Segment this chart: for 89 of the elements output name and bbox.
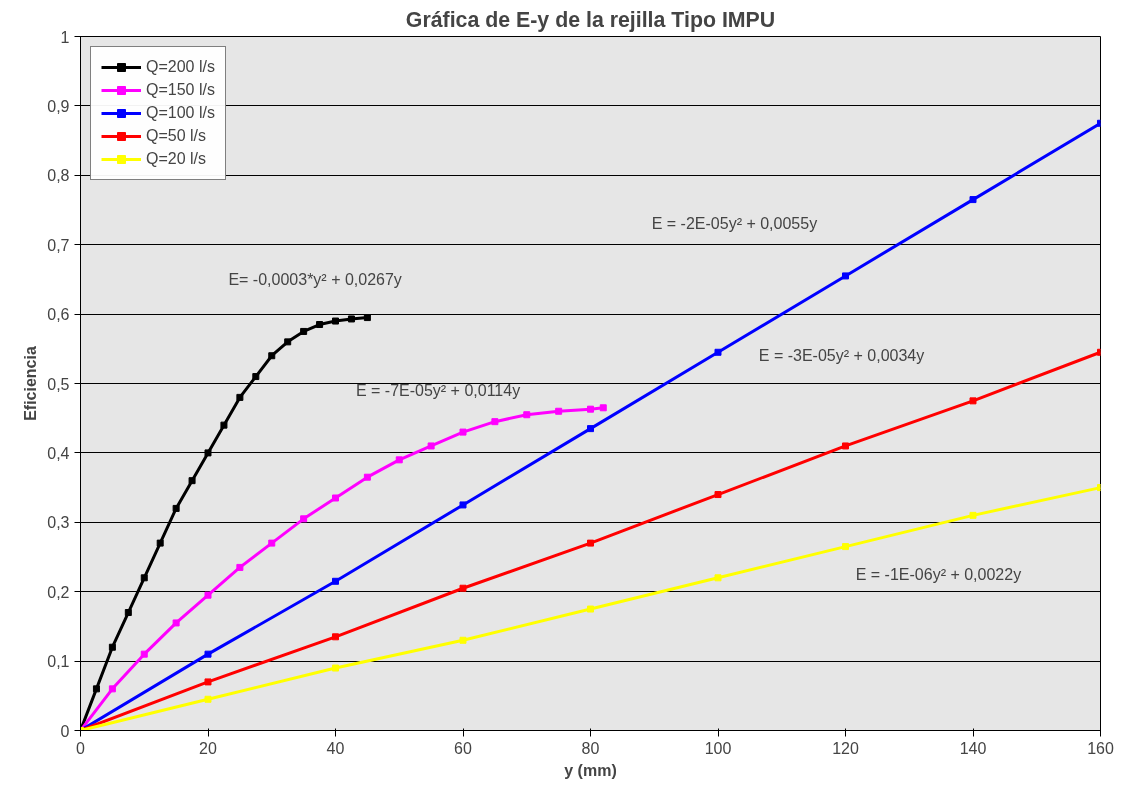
point [236,393,244,401]
point [969,511,977,519]
y-tick-label: 0,1 [47,653,70,671]
point [587,539,594,547]
point [459,501,467,509]
point [268,539,276,547]
y-tick-label: 0,8 [47,167,70,185]
x-tick-label: 140 [959,739,987,757]
point [268,352,276,360]
point [395,456,403,464]
y-tick-label: 0,6 [47,306,70,324]
point [188,477,196,485]
y-tick-label: 0,4 [47,444,70,462]
x-tick-label: 100 [704,739,732,757]
x-tick-label: 40 [326,739,345,757]
y-tick-label: 0,7 [47,236,70,254]
point [587,405,594,413]
point [459,636,467,644]
point [969,196,977,204]
point [204,449,212,457]
point [969,397,977,405]
x-tick-label: 0 [76,739,86,757]
point [92,685,100,693]
annotation: E = -2E-05y² + 0,0055y [651,215,818,233]
point [156,539,164,547]
x-tick-label: 80 [581,739,600,757]
legend-label: Q=20 l/s [146,150,207,168]
point [459,428,467,436]
point [236,563,244,571]
legend-label: Q=200 l/s [146,58,215,76]
y-tick-label: 0,2 [47,583,70,601]
y-axis-title: Eficiencia [22,346,40,421]
point [842,442,849,450]
point [332,317,339,325]
x-tick-label: 20 [199,739,217,757]
point [172,504,180,512]
point [332,494,339,502]
point [316,321,324,329]
point [347,315,355,323]
x-tick-label: 120 [832,739,859,757]
annotation: E = -1E-06y² + 0,0022y [855,565,1022,583]
y-tick-label: 0,3 [47,514,70,532]
y-tick-label: 0,5 [47,375,70,393]
point [363,314,371,322]
point [332,633,339,641]
point [714,348,722,356]
point [523,411,531,419]
point [332,664,339,672]
point [491,418,499,426]
point [555,407,563,415]
point [714,491,722,499]
point [599,404,607,412]
chart-title: Gráfica de E-y de la rejilla Tipo IMPU [405,7,776,32]
point [124,609,132,617]
x-axis-title: y (mm) [564,761,617,779]
point [363,473,371,481]
point [332,577,339,585]
point [172,619,180,627]
annotation: E = -7E-05y² + 0,0114y [355,381,521,399]
legend-label: Q=50 l/s [146,127,207,145]
point [252,373,260,381]
point [300,327,308,335]
point [140,650,148,658]
point [220,421,228,429]
point [140,574,148,582]
point [300,515,308,523]
legend-label: Q=100 l/s [146,104,215,122]
y-tick-label: 1 [60,28,70,46]
point [714,574,722,582]
point [204,678,212,686]
point [284,338,292,346]
point [204,695,212,703]
point [204,650,212,658]
point [587,605,594,613]
point [427,442,435,450]
legend-label: Q=150 l/s [146,81,215,99]
y-tick-label: 0,9 [47,97,70,115]
point [587,425,594,433]
annotation: E= -0,0003*y² + 0,0267y [228,270,402,288]
annotation: E = -3E-05y² + 0,0034y [758,347,925,365]
point [842,543,849,551]
point [108,643,116,651]
y-tick-label: 0 [60,722,70,740]
point [459,584,467,592]
x-tick-label: 60 [454,739,472,757]
point [204,591,212,599]
x-tick-label: 160 [1087,739,1114,757]
point [108,685,116,693]
point [842,272,849,280]
